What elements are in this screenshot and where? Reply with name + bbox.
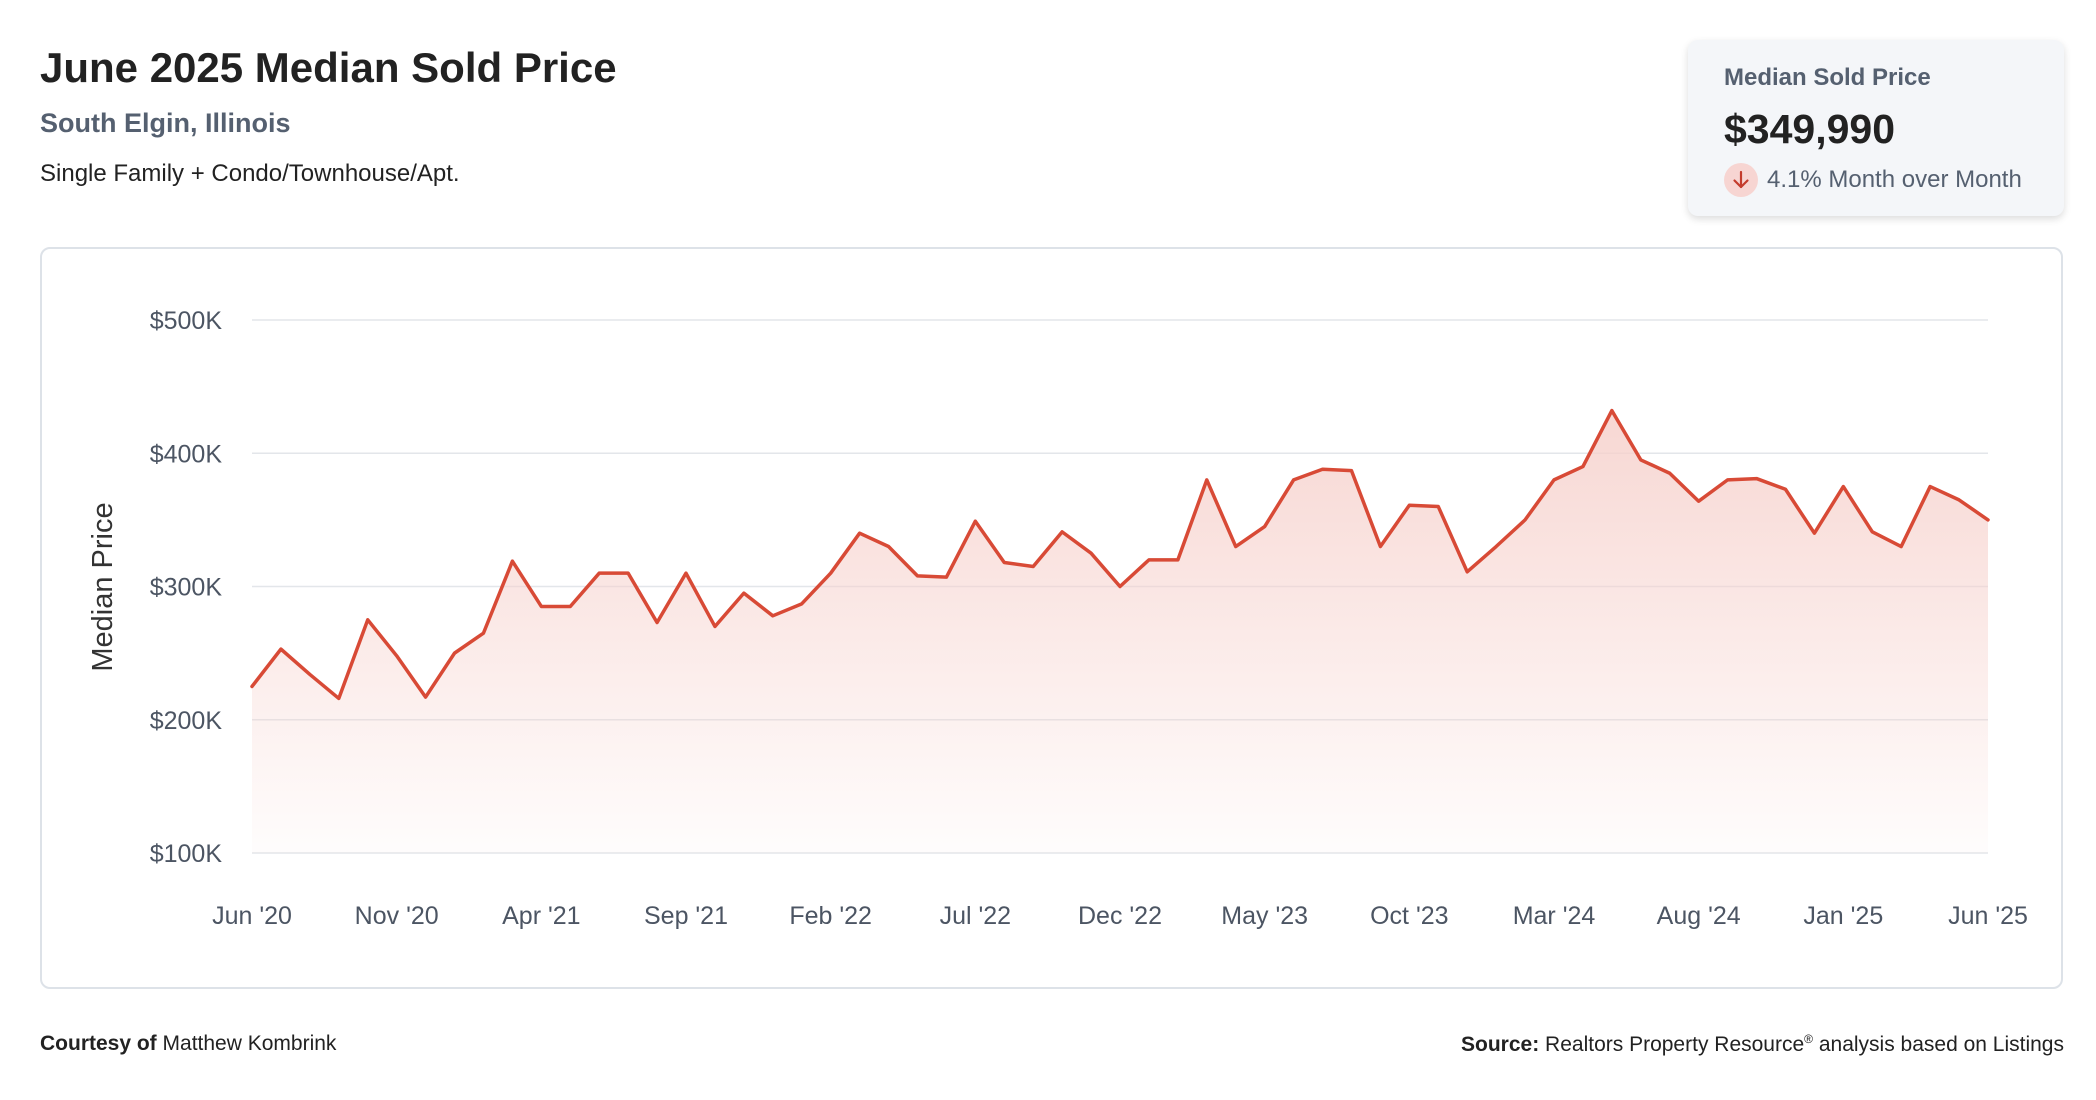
area-fill [252,410,1988,853]
property-types-label: Single Family + Condo/Townhouse/Apt. [40,160,460,187]
y-tick-label: $300K [150,574,223,602]
location-subtitle: South Elgin, Illinois [40,108,291,138]
x-tick-label: Aug '24 [1657,902,1741,930]
stat-label: Median Sold Price [1724,64,1931,91]
page-title: June 2025 Median Sold Price [40,44,617,91]
chart-container: $100K $200K $300K $400K $500K Jun '20 Nov '20… [40,247,2063,989]
arrow-down-icon [1724,163,1758,197]
x-tick-label: Apr '21 [502,902,580,930]
x-tick-label: Sep '21 [644,902,728,930]
x-tick-label: Feb '22 [789,902,872,930]
courtesy-name: Matthew Kombrink [162,1032,337,1055]
x-tick-label: Jun '25 [1948,902,2028,930]
courtesy-footer: Courtesy of Matthew Kombrink [40,1032,336,1056]
source-footer: Source: Realtors Property Resource® anal… [1461,1032,2064,1057]
x-tick-label: Dec '22 [1078,902,1162,930]
y-tick-label: $500K [150,307,223,335]
courtesy-label: Courtesy of [40,1032,157,1055]
median-price-chart: $100K $200K $300K $400K $500K Jun '20 Nov '20… [87,307,2028,930]
median-price-stat-card: Median Sold Price $349,990 4.1% Month ov… [1688,40,2064,216]
y-axis-label: Median Price [87,502,119,671]
source-text-suffix: analysis based on Listings [1813,1033,2064,1056]
registered-mark: ® [1804,1032,1813,1046]
source-label: Source: [1461,1033,1540,1056]
stat-value: $349,990 [1724,106,1896,152]
x-tick-label: Mar '24 [1513,902,1596,930]
x-tick-label: Jan '25 [1803,902,1883,930]
x-tick-label: Jun '20 [212,902,292,930]
series-line [250,408,1990,701]
stat-change-text: 4.1% Month over Month [1767,166,2022,193]
y-tick-label: $200K [150,707,223,735]
x-tick-label: Nov '20 [355,902,439,930]
x-tick-label: Oct '23 [1370,902,1448,930]
x-tick-label: May '23 [1221,902,1308,930]
y-tick-label: $400K [150,440,223,468]
y-tick-label: $100K [150,840,223,868]
stat-change: 4.1% Month over Month [1724,163,2064,197]
source-text: Realtors Property Resource [1545,1033,1805,1056]
x-tick-label: Jul '22 [940,902,1011,930]
